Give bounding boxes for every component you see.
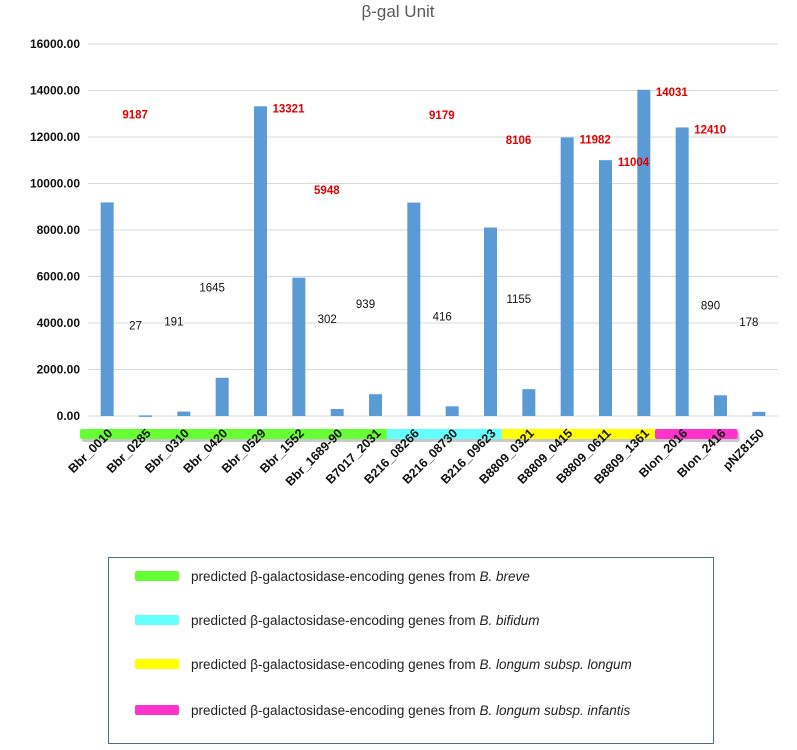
legend-item-breve: predicted β-galactosidase-encoding genes… <box>135 566 530 586</box>
legend-item-bifidum: predicted β-galactosidase-encoding genes… <box>135 610 539 630</box>
group-bar-2 <box>386 429 508 439</box>
value-label-b216-08730: 416 <box>433 311 452 323</box>
legend-swatch-longum <box>135 659 179 669</box>
y-tick-label: 2000.00 <box>37 363 81 377</box>
legend-label-breve: predicted β-galactosidase-encoding genes… <box>191 568 530 584</box>
y-tick-label: 8000.00 <box>37 223 81 237</box>
value-label-b8809-1361: 14031 <box>656 87 689 99</box>
value-label-b216-09623: 8106 <box>506 135 532 147</box>
legend-label-infantis: predicted β-galactosidase-encoding genes… <box>191 702 631 718</box>
value-label-pnz8150: 178 <box>739 317 758 329</box>
value-label-bbr-0529: 13321 <box>273 103 306 115</box>
value-label-bbr-0010: 9187 <box>122 110 148 122</box>
value-label-blon-2416: 890 <box>701 300 720 312</box>
group-bar-3 <box>501 429 661 439</box>
bar-blon-2016 <box>675 127 689 416</box>
value-label-b216-08266: 9179 <box>429 110 455 122</box>
value-label-b8809-0415: 11982 <box>579 134 610 146</box>
bar-bbr-0529 <box>254 106 267 417</box>
legend-swatch-infantis <box>135 705 179 715</box>
bar-b8809-0611 <box>599 160 612 416</box>
y-tick-label: 4000.00 <box>37 316 81 330</box>
bar-b8809-0415 <box>560 137 574 416</box>
value-label-bbr-1689-90: 302 <box>318 314 337 326</box>
bar-chart: β-gal Unit 0.00 2000.00 4000.00 6000.00 8000… <box>30 2 778 489</box>
bar-b216-09623 <box>484 227 497 416</box>
bar-b216-08266 <box>407 202 421 416</box>
value-label-b8809-0321: 1155 <box>506 294 531 306</box>
legend-label-bifidum: predicted β-galactosidase-encoding genes… <box>191 612 540 628</box>
group-bar-4 <box>655 429 738 439</box>
y-tick-label: 10000.00 <box>30 177 80 191</box>
legend-swatch-breve <box>135 571 179 581</box>
value-label-blon-2016: 12410 <box>694 124 726 136</box>
y-tick-label: 16000.00 <box>30 37 80 51</box>
legend-item-infantis: predicted β-galactosidase-encoding genes… <box>135 700 630 720</box>
bar-bbr-0010 <box>100 202 114 416</box>
bar-b8809-1361 <box>637 89 651 417</box>
y-tick-label: 0.00 <box>57 409 81 423</box>
value-label-bbr-1552: 5948 <box>314 185 340 197</box>
value-label-bbr-0420: 1645 <box>199 283 225 295</box>
bar-b7017-2031 <box>369 394 382 416</box>
y-tick-label: 12000.00 <box>30 130 80 144</box>
legend-item-longum: predicted β-galactosidase-encoding genes… <box>135 654 632 674</box>
group-bar-1 <box>80 429 393 439</box>
legend-swatch-bifidum <box>135 615 179 625</box>
chart-title: β-gal Unit <box>361 2 434 21</box>
value-label-b8809-0611: 11004 <box>618 157 650 169</box>
bar-bbr-1689-90 <box>330 408 344 416</box>
bar-pnz8150 <box>752 411 766 416</box>
legend-label-longum: predicted β-galactosidase-encoding genes… <box>191 656 632 672</box>
value-label-bbr-0285: 27 <box>129 320 142 332</box>
y-tick-label: 14000.00 <box>30 84 80 98</box>
value-label-b7017-2031: 939 <box>356 299 375 311</box>
bar-b8809-0321 <box>522 389 536 416</box>
bar-bbr-1552 <box>292 277 306 416</box>
value-label-bbr-0310: 191 <box>164 317 183 329</box>
bar-b216-08730 <box>445 406 459 416</box>
bar-bbr-0310 <box>177 411 191 416</box>
bar-blon-2416 <box>714 395 727 416</box>
bar-bbr-0420 <box>215 377 229 416</box>
y-tick-label: 6000.00 <box>37 270 81 284</box>
bar-bbr-0285 <box>139 415 152 417</box>
legend: predicted β-galactosidase-encoding genes… <box>108 557 714 744</box>
